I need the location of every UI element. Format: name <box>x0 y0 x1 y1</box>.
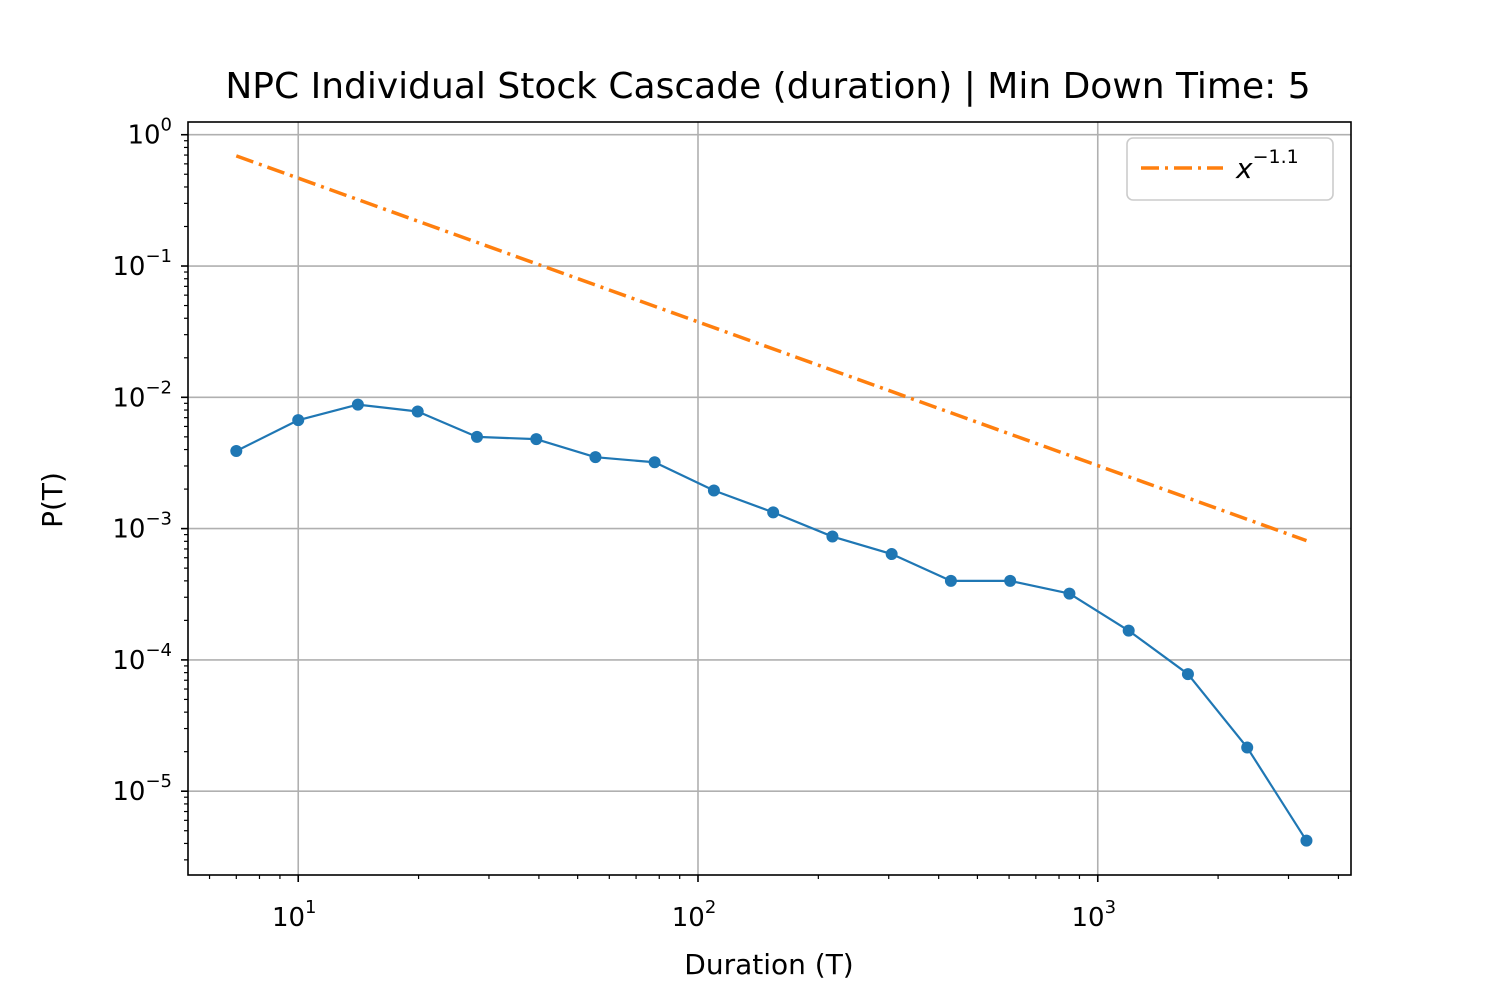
series-0-point-16 <box>1181 668 1194 681</box>
x-tick-label-0: 101 <box>272 897 317 933</box>
series-0-point-17 <box>1241 741 1254 754</box>
y-tick-label-1: 10−1 <box>112 246 172 282</box>
series-0-line <box>235 403 1308 842</box>
legend: x−1.1 <box>1126 137 1334 201</box>
y-tick-exponent-2: −2 <box>145 377 172 398</box>
series-0-point-8 <box>707 484 720 497</box>
y-tick-label-0: 100 <box>127 115 172 151</box>
series-0-point-11 <box>885 548 898 561</box>
x-tick-base-2: 10 <box>1071 903 1104 933</box>
series-0-point-13 <box>1004 574 1017 587</box>
y-tick-exponent-3: −3 <box>145 509 172 530</box>
series-0-point-6 <box>589 451 602 464</box>
y-tick-exponent-5: −5 <box>145 771 172 792</box>
series-0-point-15 <box>1122 624 1135 637</box>
series-0-point-12 <box>944 574 957 587</box>
series-0-point-14 <box>1063 587 1076 600</box>
legend-entry-exponent: −1.1 <box>1253 146 1299 168</box>
x-tick-exponent-0: 1 <box>305 897 316 918</box>
x-tick-exponent-2: 3 <box>1105 897 1116 918</box>
x-tick-label-1: 102 <box>672 897 717 933</box>
series-1-line <box>235 154 1308 543</box>
y-axis-label: P(T) <box>36 472 69 528</box>
plot-frame <box>187 121 1352 876</box>
series-layer <box>230 154 1313 847</box>
y-tick-label-5: 10−5 <box>112 771 172 807</box>
y-tick-base-4: 10 <box>112 646 145 676</box>
x-tick-base-1: 10 <box>672 903 705 933</box>
y-tick-label-4: 10−4 <box>112 640 172 676</box>
y-tick-base-0: 10 <box>127 121 160 151</box>
x-tick-label-2: 103 <box>1071 897 1116 933</box>
series-0-point-2 <box>351 398 364 411</box>
series-0-point-4 <box>470 430 483 443</box>
series-0-point-9 <box>767 506 780 519</box>
legend-box <box>1126 137 1334 201</box>
y-tick-base-3: 10 <box>112 515 145 545</box>
y-tick-label-3: 10−3 <box>112 509 172 545</box>
chart-title: NPC Individual Stock Cascade (duration) … <box>225 66 1310 107</box>
series-0-point-5 <box>530 433 543 446</box>
y-tick-exponent-4: −4 <box>145 640 172 661</box>
series-0-point-10 <box>826 530 839 543</box>
y-tick-base-2: 10 <box>112 383 145 413</box>
y-tick-base-1: 10 <box>112 252 145 282</box>
series-0-point-1 <box>292 414 305 427</box>
y-tick-label-2: 10−2 <box>112 377 172 413</box>
legend-entry-base: x <box>1235 152 1253 185</box>
series-0-point-0 <box>230 445 243 458</box>
major-ticks <box>181 133 1099 882</box>
series-0-point-3 <box>411 405 424 418</box>
legend-entry-label: x−1.1 <box>1235 146 1299 185</box>
y-tick-exponent-1: −1 <box>145 246 172 267</box>
y-tick-exponent-0: 0 <box>161 115 172 136</box>
minor-ticks <box>184 140 1340 879</box>
x-tick-exponent-1: 2 <box>705 897 716 918</box>
series-0-point-7 <box>648 456 661 469</box>
series-0-point-18 <box>1300 834 1313 847</box>
y-tick-base-5: 10 <box>112 777 145 807</box>
x-axis-label: Duration (T) <box>684 948 853 981</box>
grid <box>188 122 1351 875</box>
x-tick-base-0: 10 <box>272 903 305 933</box>
